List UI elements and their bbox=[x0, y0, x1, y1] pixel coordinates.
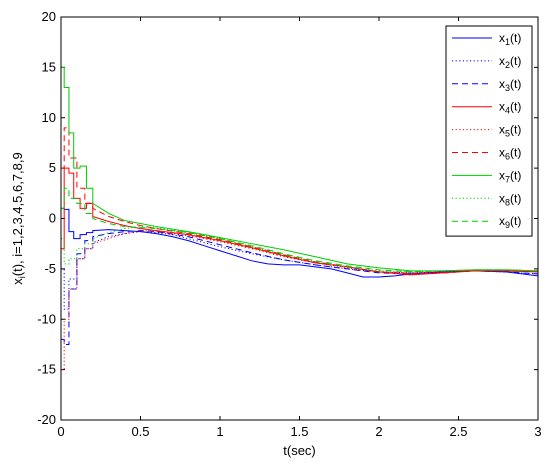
y-tick-label: -10 bbox=[37, 311, 56, 326]
y-tick-label: 15 bbox=[42, 59, 56, 74]
legend-label-5: x5(t) bbox=[499, 123, 521, 139]
legend-label-base: x bbox=[499, 100, 505, 114]
legend-label-subscript: 2 bbox=[505, 60, 510, 70]
legend-label-base: x bbox=[499, 146, 505, 160]
y-axis-label-base: x bbox=[10, 278, 25, 285]
legend-label-7: x7(t) bbox=[499, 168, 521, 184]
y-tick-label: 0 bbox=[49, 211, 56, 226]
legend-label-subscript: 5 bbox=[505, 129, 510, 139]
y-axis-label-subscript: i bbox=[17, 276, 27, 278]
legend-label-base: x bbox=[499, 54, 505, 68]
y-tick-label: 10 bbox=[42, 110, 56, 125]
legend-label-3: x3(t) bbox=[499, 77, 521, 93]
legend: x1(t)x2(t)x3(t)x4(t)x5(t)x6(t)x7(t)x8(t)… bbox=[445, 25, 533, 237]
legend-label-rest: (t) bbox=[510, 146, 521, 160]
legend-label-rest: (t) bbox=[510, 191, 521, 205]
series-line-9 bbox=[61, 187, 539, 273]
legend-label-8: x8(t) bbox=[499, 191, 521, 207]
legend-label-base: x bbox=[499, 214, 505, 228]
legend-label-4: x4(t) bbox=[499, 100, 521, 116]
legend-label-base: x bbox=[499, 31, 505, 45]
legend-label-2: x2(t) bbox=[499, 54, 521, 70]
legend-label-subscript: 1 bbox=[505, 37, 510, 47]
y-tick-label: -15 bbox=[37, 362, 56, 377]
legend-label-rest: (t) bbox=[510, 214, 521, 228]
series-line-2 bbox=[61, 231, 539, 310]
legend-label-rest: (t) bbox=[510, 100, 521, 114]
series-layer bbox=[61, 66, 539, 371]
plot-frame bbox=[60, 16, 539, 421]
y-tick-label: 20 bbox=[42, 9, 56, 24]
legend-label-subscript: 9 bbox=[505, 220, 510, 230]
legend-label-subscript: 7 bbox=[505, 174, 510, 184]
x-axis-label: t(sec) bbox=[283, 443, 316, 458]
y-axis-label: xi(t), i=1,2,3,4,5,6,7,8,9 bbox=[10, 152, 27, 284]
y-tick-label: -5 bbox=[44, 261, 56, 276]
legend-label-subscript: 8 bbox=[505, 197, 510, 207]
legend-label-base: x bbox=[499, 168, 505, 182]
legend-label-rest: (t) bbox=[510, 77, 521, 91]
legend-label-subscript: 6 bbox=[505, 152, 510, 162]
legend-label-1: x1(t) bbox=[499, 31, 521, 47]
legend-label-rest: (t) bbox=[510, 31, 521, 45]
legend-label-rest: (t) bbox=[510, 168, 521, 182]
legend-label-subscript: 4 bbox=[505, 106, 510, 116]
x-tick-label: 1 bbox=[216, 424, 223, 439]
x-tick-label: 1.5 bbox=[290, 424, 308, 439]
legend-label-rest: (t) bbox=[510, 123, 521, 137]
legend-label-6: x6(t) bbox=[499, 146, 521, 162]
x-tick-label: 0.5 bbox=[131, 424, 149, 439]
y-tick-label: 5 bbox=[49, 160, 56, 175]
legend-label-base: x bbox=[499, 123, 505, 137]
x-tick-label: 0 bbox=[57, 424, 64, 439]
legend-label-9: x9(t) bbox=[499, 214, 521, 230]
legend-label-subscript: 3 bbox=[505, 83, 510, 93]
x-tick-label: 2 bbox=[375, 424, 382, 439]
series-line-3 bbox=[61, 230, 539, 345]
y-axis-label-rest: (t), i=1,2,3,4,5,6,7,8,9 bbox=[10, 152, 25, 276]
series-line-1 bbox=[61, 207, 539, 278]
y-tick-label: -20 bbox=[37, 412, 56, 427]
series-line-6 bbox=[61, 127, 539, 275]
series-line-4 bbox=[61, 167, 539, 276]
legend-label-base: x bbox=[499, 77, 505, 91]
legend-label-rest: (t) bbox=[510, 54, 521, 68]
x-tick-label: 2.5 bbox=[449, 424, 467, 439]
x-tick-label: 3 bbox=[534, 424, 541, 439]
legend-label-base: x bbox=[499, 191, 505, 205]
series-line-7 bbox=[61, 66, 539, 272]
